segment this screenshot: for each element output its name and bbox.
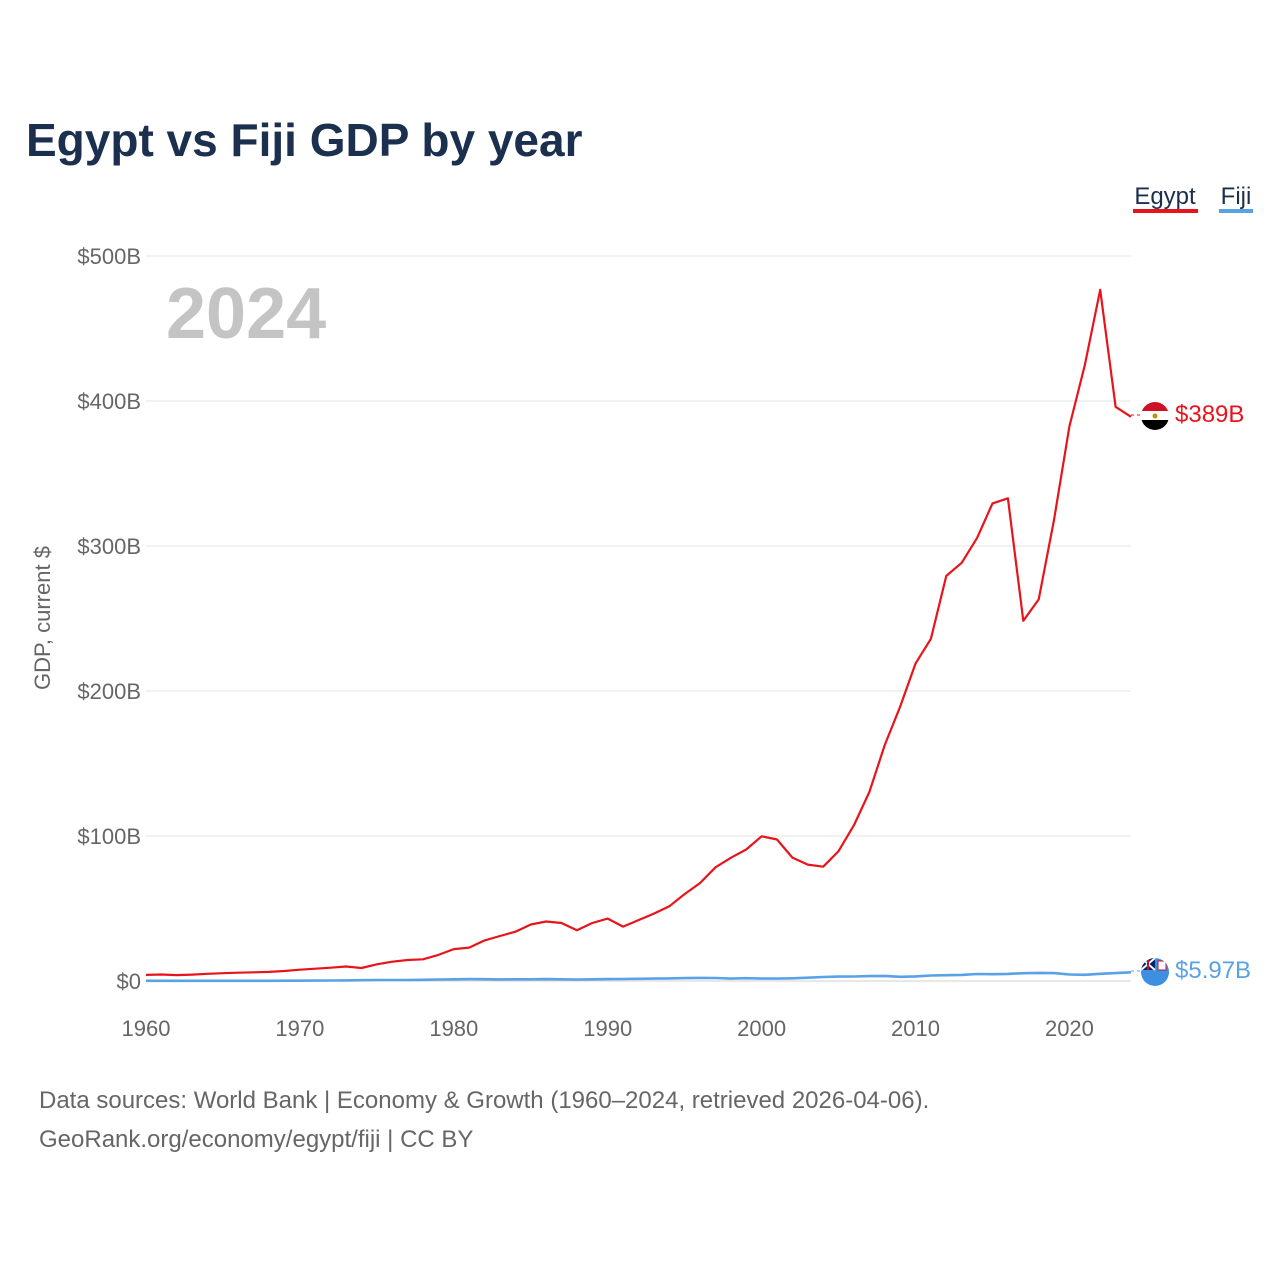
x-tick-label: 2000 <box>737 1016 786 1041</box>
y-tick-label: $500B <box>77 244 141 269</box>
gridlines <box>146 255 1131 982</box>
y-axis-label: GDP, current $ <box>30 546 55 690</box>
y-tick-label: $100B <box>77 824 141 849</box>
series-line-egypt <box>145 288 1132 977</box>
y-axis-ticks: $0 $100B $200B $300B $400B $500B <box>77 244 141 994</box>
legend-item-egypt[interactable]: Egypt <box>1133 183 1198 213</box>
x-tick-label: 2010 <box>891 1016 940 1041</box>
series-line-fiji <box>146 971 1132 983</box>
source-line-1: Data sources: World Bank | Economy & Gro… <box>39 1087 929 1114</box>
x-axis-ticks: 1960 1970 1980 1990 2000 2010 2020 <box>122 1016 1094 1041</box>
x-tick-label: 1960 <box>122 1016 171 1041</box>
x-tick-label: 1990 <box>583 1016 632 1041</box>
legend-label-fiji: Fiji <box>1221 183 1252 210</box>
end-value-egypt: $389B <box>1175 401 1244 428</box>
series-lines <box>145 288 1132 983</box>
end-value-fiji: $5.97B <box>1175 957 1251 984</box>
egypt-flag-icon <box>1141 402 1169 430</box>
legend-swatch-fiji <box>1219 209 1253 213</box>
x-tick-label: 1980 <box>429 1016 478 1041</box>
y-tick-label: $0 <box>117 969 141 994</box>
year-watermark: 2024 <box>166 274 326 354</box>
x-tick-label: 1970 <box>275 1016 324 1041</box>
end-marker-fiji: $5.97B <box>1131 957 1251 986</box>
chart-title: Egypt vs Fiji GDP by year <box>26 114 583 166</box>
legend: Egypt Fiji <box>1133 183 1253 213</box>
legend-label-egypt: Egypt <box>1134 183 1196 210</box>
fiji-flag-icon <box>1141 958 1169 986</box>
y-tick-label: $300B <box>77 534 141 559</box>
y-tick-label: $200B <box>77 679 141 704</box>
legend-swatch-egypt <box>1133 209 1198 213</box>
legend-item-fiji[interactable]: Fiji <box>1219 183 1253 213</box>
source-line-2: GeoRank.org/economy/egypt/fiji | CC BY <box>39 1126 473 1153</box>
x-tick-label: 2020 <box>1045 1016 1094 1041</box>
end-marker-egypt: $389B <box>1131 401 1244 430</box>
y-tick-label: $400B <box>77 389 141 414</box>
